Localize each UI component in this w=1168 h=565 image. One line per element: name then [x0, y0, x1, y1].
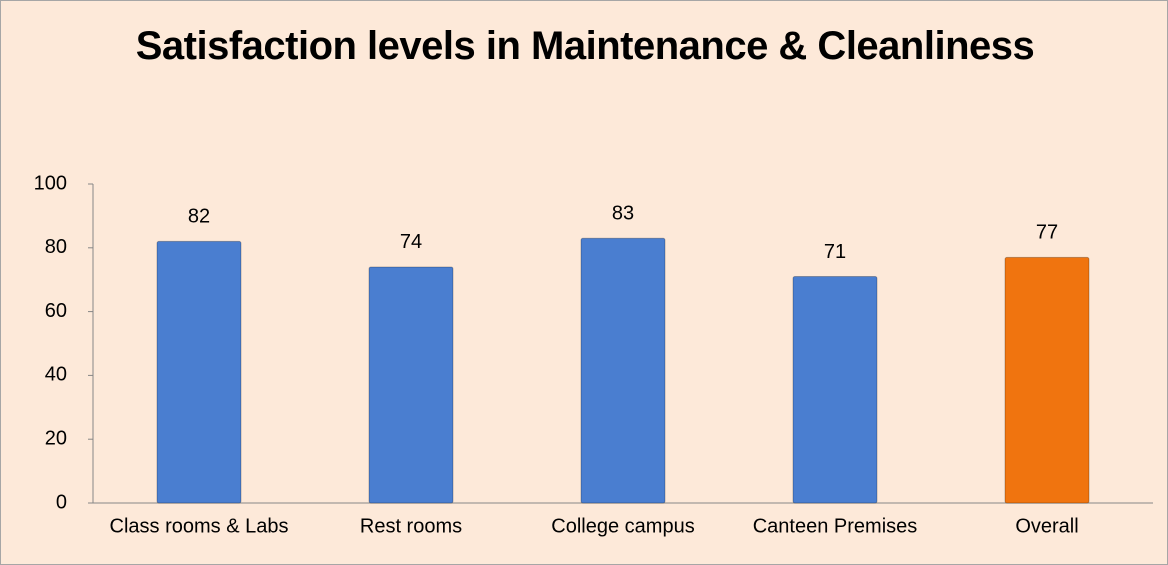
- y-tick-label: 80: [45, 236, 67, 258]
- bar: [1004, 256, 1090, 504]
- x-tick-label: Overall: [1015, 515, 1078, 537]
- bar: [156, 240, 242, 504]
- x-tick-label: Canteen Premises: [753, 515, 918, 537]
- chart-title: Satisfaction levels in Maintenance & Cle…: [135, 24, 1035, 68]
- x-tick-label: College campus: [551, 515, 694, 537]
- bar: [580, 237, 666, 504]
- y-tick-label: 20: [45, 427, 67, 449]
- data-label: 71: [824, 241, 846, 263]
- y-tick-label: 0: [56, 491, 67, 513]
- x-tick-label: Rest rooms: [360, 515, 462, 537]
- data-label: 82: [188, 206, 210, 228]
- x-tick-label: Class rooms & Labs: [110, 515, 289, 537]
- bar: [792, 276, 878, 504]
- y-tick-label: 60: [45, 300, 67, 322]
- y-tick-label: 40: [45, 364, 67, 386]
- data-label: 74: [400, 231, 422, 253]
- data-label: 83: [612, 203, 634, 225]
- data-label: 77: [1036, 222, 1058, 244]
- y-tick-label: 100: [34, 172, 67, 194]
- bar: [368, 266, 454, 504]
